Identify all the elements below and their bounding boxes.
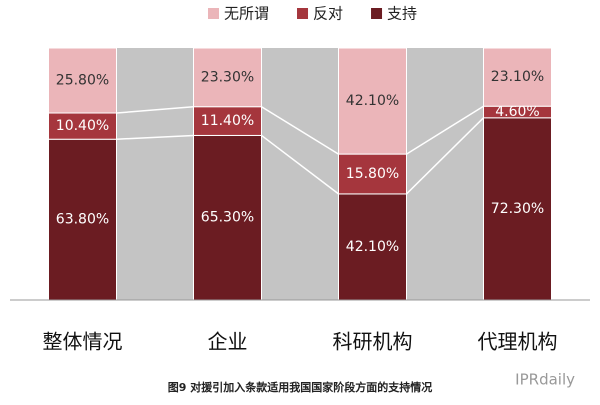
data-label: 63.80% [56,212,109,228]
bar-segment [48,112,117,140]
connector-line [116,134,194,140]
data-label: 23.10% [491,69,544,85]
connector-band [116,48,194,300]
x-tick-label: 代理机构 [478,330,558,354]
legend-swatch [297,8,309,19]
data-label: 4.60% [495,104,539,120]
data-label: 42.10% [346,239,399,255]
data-label: 72.30% [491,201,544,217]
x-tick-label: 整体情况 [43,330,123,354]
data-label: 11.40% [201,113,254,129]
connector-line [261,134,339,195]
caption: 图9 对援引加入条款适用我国国家阶段方面的支持情况 [168,380,432,394]
legend-label: 反对 [313,5,343,23]
bar-segment [48,138,117,301]
bar-segment [483,117,552,301]
bar-segment [193,134,262,301]
x-tick-label: 科研机构 [333,330,413,354]
connector-line [261,106,339,155]
data-label: 10.40% [56,118,109,134]
bar-segment [338,47,407,155]
data-label: 65.30% [201,210,254,226]
watermark: IPRdaily [515,371,575,389]
connector-band [406,48,484,300]
legend-swatch [208,8,219,19]
bar-segment [193,47,262,108]
connector-line [116,105,194,114]
bar-segment [483,47,552,107]
legend-label: 支持 [387,5,417,23]
legend-swatch [371,8,383,19]
bar-segment [193,106,262,136]
data-label: 42.10% [346,93,399,109]
legend-label: 无所谓 [224,5,269,23]
data-label: 25.80% [56,73,109,89]
bar-segment [338,153,407,195]
data-label: 23.30% [201,69,254,85]
bar-segment [48,47,117,114]
connector-line [405,117,485,195]
connector-line [406,105,484,155]
data-label: 15.80% [346,166,399,182]
connector-band [261,48,339,300]
x-tick-label: 企业 [208,330,248,354]
